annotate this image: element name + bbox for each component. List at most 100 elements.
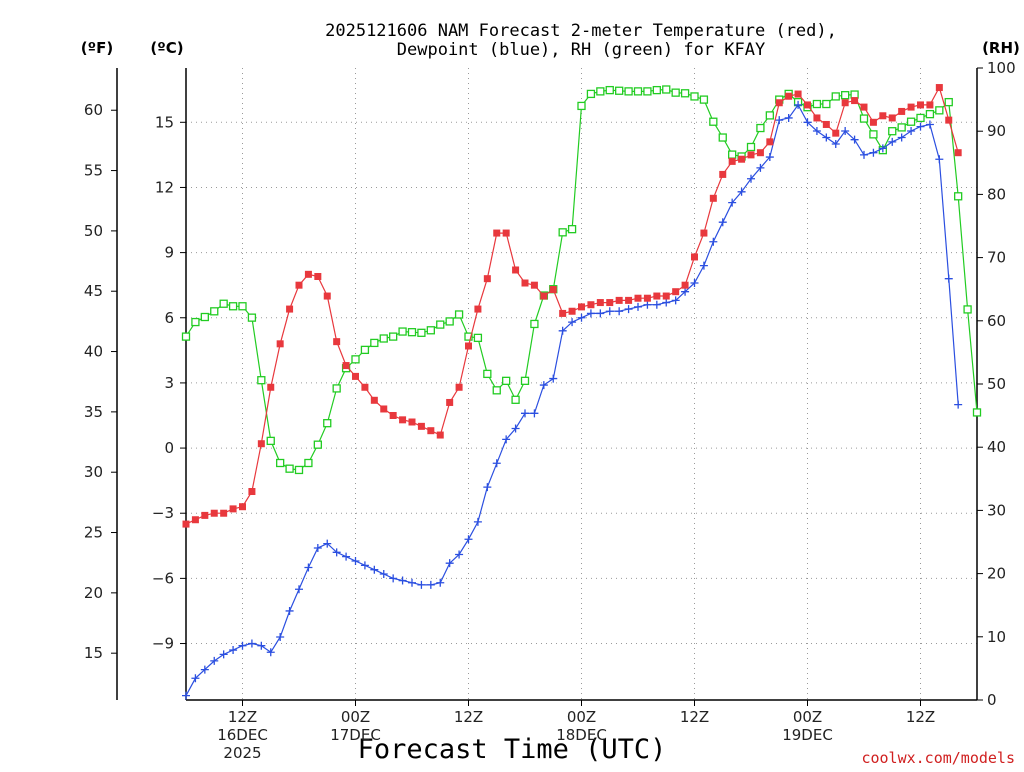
dewpoint-point — [210, 656, 219, 665]
rh-tick-label: 0 — [987, 691, 997, 709]
rh-point — [671, 88, 680, 97]
dewpoint-point — [822, 133, 831, 142]
temperature-point — [512, 266, 520, 274]
rh-tick-label: 80 — [987, 185, 1006, 203]
dewpoint-point — [351, 557, 360, 566]
temperature-point — [596, 299, 604, 307]
rh-point — [615, 86, 624, 95]
dewpoint-point — [803, 118, 812, 127]
dewpoint-point — [219, 650, 228, 659]
rh-tick-label: 10 — [987, 628, 1006, 646]
rh-point — [633, 87, 643, 96]
temperature-point — [502, 229, 510, 237]
dewpoint-point — [605, 307, 614, 316]
fahrenheit-unit-label: (ºF) — [81, 39, 113, 57]
rh-point — [935, 106, 944, 115]
rh-point — [906, 117, 916, 126]
temperature-point — [323, 292, 331, 300]
dewpoint-point — [784, 113, 793, 122]
chart-title-line2: Dewpoint (blue), RH (green) for KFAY — [397, 40, 765, 60]
dewpoint-point — [728, 198, 737, 207]
rh-point — [888, 127, 897, 136]
temperature-point — [483, 275, 491, 283]
temperature-point — [286, 305, 294, 313]
temperature-point — [813, 114, 821, 122]
x-tick-label-time: 12Z — [454, 708, 483, 726]
temperature-point — [521, 279, 529, 287]
temperature-point — [841, 99, 849, 107]
dewpoint-point — [247, 639, 256, 648]
temperature-point — [766, 138, 774, 146]
rh-tick-label: 50 — [987, 375, 1006, 393]
temperature-point — [794, 90, 802, 98]
rh-point — [728, 150, 737, 159]
rh-tick-label: 90 — [987, 122, 1006, 140]
rh-point — [332, 384, 341, 393]
x-tick-label-date: 19DEC — [782, 726, 833, 744]
rh-tick-label: 70 — [987, 249, 1006, 267]
dewpoint-point — [473, 517, 482, 526]
temperature-point — [709, 194, 717, 202]
dewpoint-point — [455, 550, 464, 559]
rh-point — [963, 305, 972, 314]
rh-point — [567, 225, 577, 234]
dewpoint-point — [568, 318, 577, 327]
dewpoint-point — [756, 163, 765, 172]
dewpoint-point — [332, 548, 341, 557]
rh-point — [464, 332, 473, 341]
rh-point — [944, 97, 953, 107]
rh-point — [389, 332, 398, 341]
dewpoint-point — [812, 126, 821, 135]
dewpoint-point — [408, 578, 416, 587]
temperature-point — [446, 398, 454, 406]
x-tick-label-time: 00Z — [567, 708, 596, 726]
temperature-point — [568, 307, 576, 315]
fahrenheit-tick-label: 60 — [84, 101, 103, 119]
temperature-point — [408, 418, 416, 426]
rh-point — [709, 117, 718, 126]
rh-tick-label: 30 — [987, 501, 1006, 519]
rh-point — [718, 133, 727, 142]
dewpoint-point — [549, 374, 558, 383]
rh-point — [426, 326, 435, 335]
rh-point — [520, 376, 530, 385]
temperature-point — [427, 427, 435, 435]
temperature-point — [785, 92, 793, 100]
temperature-point — [691, 253, 698, 261]
rh-point — [436, 320, 445, 329]
dewpoint-point — [360, 561, 369, 570]
rh-point — [765, 111, 774, 120]
rh-point — [690, 92, 699, 101]
temperature-point — [606, 299, 614, 307]
dewpoint-point — [954, 400, 963, 409]
dewpoint-point — [690, 279, 699, 288]
rh-point — [228, 302, 238, 311]
dewpoint-point — [200, 665, 209, 674]
dewpoint-point — [539, 381, 548, 390]
temperature-point — [493, 229, 501, 237]
rh-point — [200, 312, 209, 322]
dewpoint-point — [765, 153, 774, 162]
dewpoint-line — [185, 103, 959, 696]
rh-point — [191, 317, 200, 327]
temperature-point — [945, 116, 953, 124]
dewpoint-point — [276, 633, 285, 642]
rh-point — [859, 114, 869, 123]
dewpoint-point — [323, 539, 332, 548]
temperature-point — [559, 309, 567, 317]
x-tick-label-date: 18DEC — [556, 726, 607, 744]
temperature-point — [935, 84, 943, 92]
temperature-point — [681, 281, 689, 289]
dewpoint-point — [671, 296, 680, 305]
temperature-point — [267, 383, 275, 391]
celsius-unit-label: (ºC) — [150, 39, 183, 57]
rh-point — [483, 369, 492, 379]
dewpoint-point — [285, 606, 294, 615]
temperature-point — [229, 505, 237, 513]
rh-point — [746, 142, 756, 152]
rh-point — [841, 91, 850, 100]
dewpoint-point — [398, 576, 407, 585]
temperature-point — [879, 112, 887, 120]
temperature-point — [257, 440, 265, 448]
dewpoint-point — [417, 580, 426, 589]
